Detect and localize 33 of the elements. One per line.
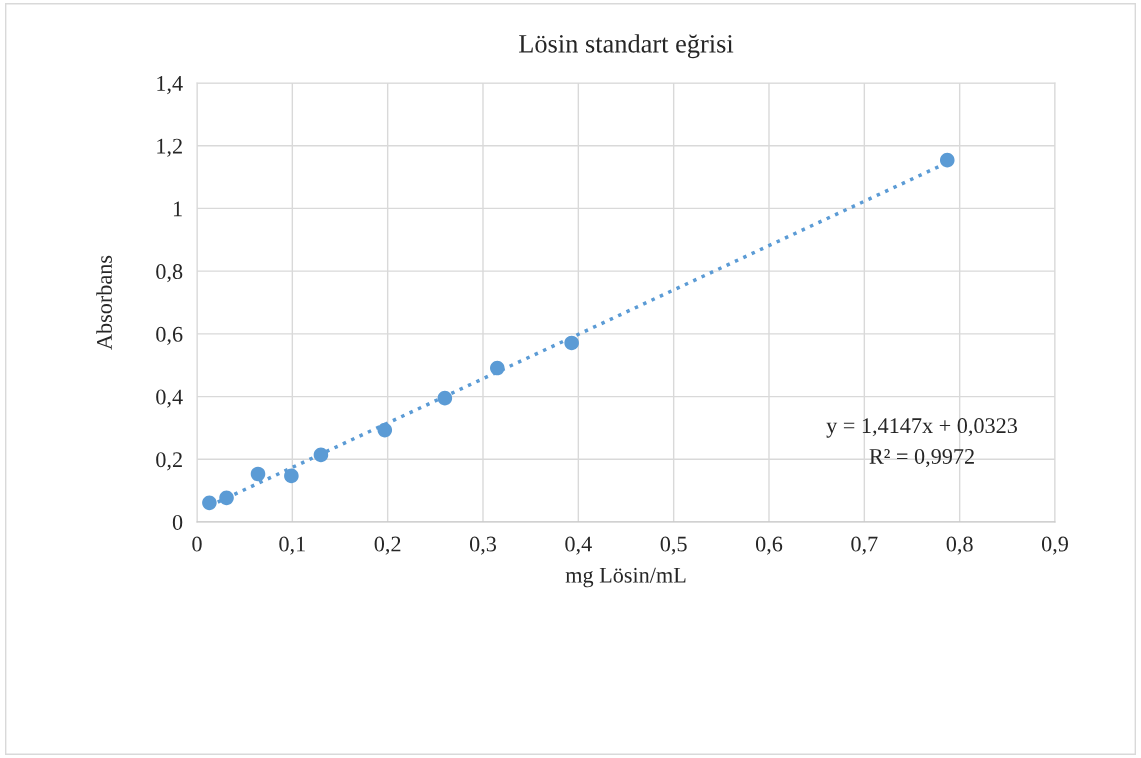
y-tick-label: 1,4 <box>157 76 183 95</box>
y-tick-label: 1 <box>173 201 182 217</box>
chart-title: Lösin standart eğrisi <box>519 34 734 59</box>
x-tick-label: 0,4 <box>565 536 592 555</box>
y-tick-label: 1,2 <box>157 138 182 157</box>
x-tick-label: 0,5 <box>660 536 687 555</box>
point <box>377 422 393 438</box>
x-tick-label: 0,3 <box>469 536 497 555</box>
x-axis-title: mg Lösin/mL <box>565 567 686 588</box>
y-axis-title: Absorbans <box>96 255 112 350</box>
point <box>202 495 217 511</box>
y-tick-label: 0,4 <box>156 389 183 408</box>
point <box>250 466 266 482</box>
x-tick-label: 0,9 <box>1041 536 1068 555</box>
point <box>313 447 329 463</box>
x-tick-label: 0,1 <box>279 536 305 555</box>
point <box>939 152 955 168</box>
x-tick-label: 0,6 <box>755 536 783 555</box>
y-tick-label: 0,2 <box>156 452 182 471</box>
y-tick-label: 0,6 <box>156 326 183 345</box>
point <box>437 390 453 406</box>
point <box>219 490 234 506</box>
point <box>564 335 579 351</box>
y-tick-label: 0,8 <box>156 264 183 283</box>
point <box>284 468 299 484</box>
x-tick-label: 0,8 <box>946 536 973 555</box>
x-tick-label: 0 <box>192 536 202 552</box>
x-tick-label: 0,2 <box>374 536 401 555</box>
annotation: y = 1,4147x + 0,0323 <box>826 418 1018 438</box>
point <box>490 360 505 376</box>
y-tick-label: 0 <box>172 514 183 530</box>
x-tick-label: 0,7 <box>851 536 878 555</box>
annotation: R² = 0,9972 <box>869 448 974 468</box>
